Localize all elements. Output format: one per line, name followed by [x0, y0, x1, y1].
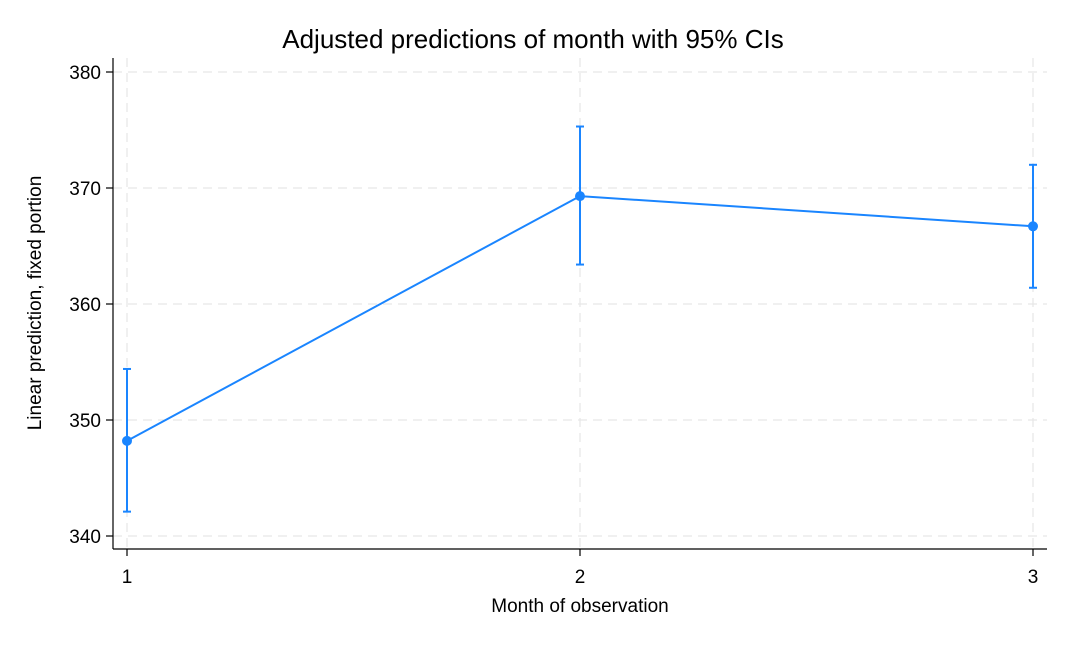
x-tick-label: 3: [1028, 567, 1039, 588]
y-tick-label: 340: [69, 527, 101, 548]
x-tick-label: 2: [575, 567, 586, 588]
chart-title: Adjusted predictions of month with 95% C…: [282, 24, 783, 54]
data-point: [122, 435, 132, 446]
data-point: [1028, 221, 1038, 232]
y-axis-label: Linear prediction, fixed portion: [25, 176, 46, 431]
ticks: 340 350 360 370 380 1 2 3: [69, 63, 1038, 588]
x-tick-label: 1: [122, 567, 133, 588]
y-tick-label: 350: [69, 411, 101, 432]
x-axis-label: Month of observation: [491, 596, 668, 617]
y-tick-label: 360: [69, 295, 101, 316]
y-tick-label: 370: [69, 179, 101, 200]
series: [122, 125, 1038, 513]
data-point: [575, 191, 585, 202]
y-tick-label: 380: [69, 63, 101, 84]
